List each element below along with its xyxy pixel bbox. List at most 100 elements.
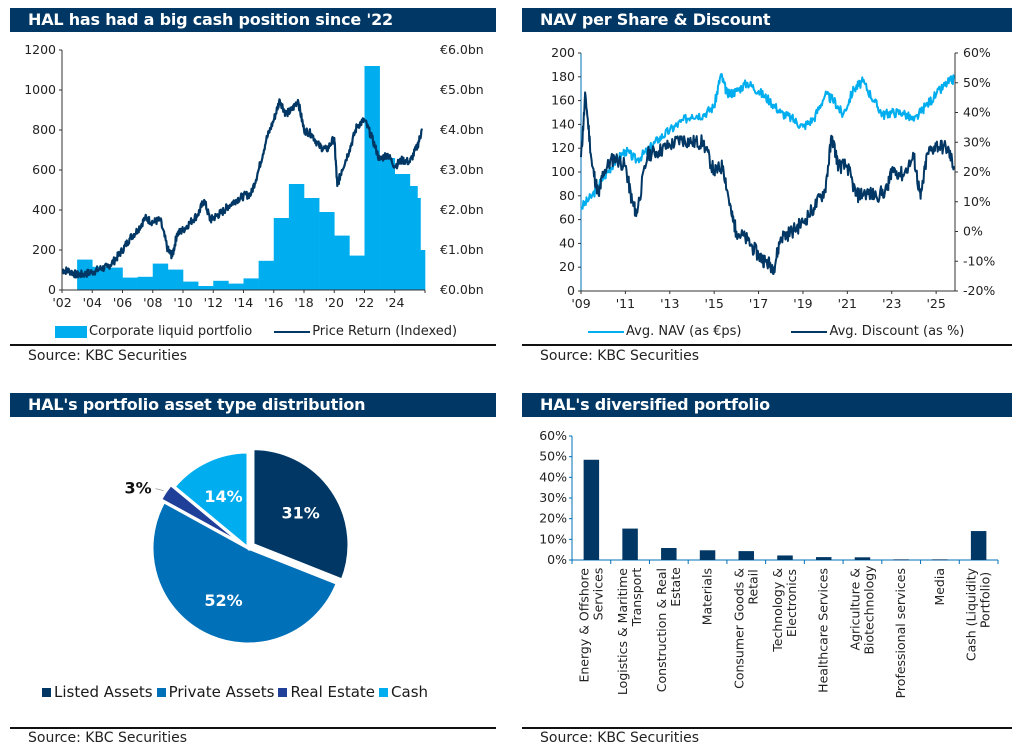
divider xyxy=(10,344,496,346)
legend-swatch-nav xyxy=(588,330,624,333)
bar-liquid-portfolio xyxy=(319,212,335,290)
x-tick-label: '25 xyxy=(926,296,945,311)
divider xyxy=(522,727,1012,729)
pie-legend-item: Real Estate xyxy=(278,683,375,701)
y-tick-label: 10% xyxy=(539,531,567,546)
legend-label-discount: Avg. Discount (as %) xyxy=(829,324,965,339)
x-category-label: Technology &Electronics xyxy=(770,568,799,653)
y-tick-label: 120 xyxy=(551,140,575,155)
y-tick-label: 200 xyxy=(32,242,56,257)
bar-liquid-portfolio xyxy=(122,277,138,290)
bar-liquid-portfolio xyxy=(183,281,199,290)
x-category-label: Agriculture &Biotechnology xyxy=(847,565,876,655)
nav-chart-title: NAV per Share & Discount xyxy=(522,8,1012,32)
source-note: Source: KBC Securities xyxy=(540,348,700,364)
cash-chart-legend: Corporate liquid portfolio Price Return … xyxy=(55,324,457,339)
x-category-label: Cash (LiquidityPortfolio) xyxy=(964,567,993,661)
bar-liquid-portfolio xyxy=(349,255,365,290)
bar-liquid-portfolio xyxy=(394,174,411,290)
y-tick-label: 1000 xyxy=(24,82,56,97)
diversified-bar-chart: 0% 10% 20% 30% 40% 50% 60% Energy & OffshoreSer… xyxy=(539,428,999,698)
x-tick-label: '21 xyxy=(838,296,857,311)
y2-tick-label: €0.0bn xyxy=(440,282,484,297)
x-tick-label: '19 xyxy=(793,296,812,311)
y2-tick-label: 10% xyxy=(963,194,991,209)
bar-sector xyxy=(932,559,948,561)
pie-legend-item: Cash xyxy=(379,683,428,701)
pie-leader-line xyxy=(155,488,164,492)
x-tick-label: '14 xyxy=(234,295,253,310)
y2-tick-label: 30% xyxy=(963,134,991,149)
bar-liquid-portfolio xyxy=(288,184,305,290)
y2-tick-label: €5.0bn xyxy=(440,82,484,97)
x-category-label: Media xyxy=(932,568,947,606)
bar-sector xyxy=(854,557,871,560)
x-category-label: Consumer Goods &Retail xyxy=(731,568,760,689)
bar-liquid-portfolio xyxy=(198,286,214,290)
x-tick-label: '15 xyxy=(705,296,724,311)
y2-tick-label: €6.0bn xyxy=(440,42,484,57)
pie-slice-cash xyxy=(171,450,250,552)
source-note: Source: KBC Securities xyxy=(28,348,188,364)
pie-slice-private-assets xyxy=(150,499,340,646)
y2-tick-label: 60% xyxy=(963,45,991,60)
x-tick-label: '10 xyxy=(173,295,192,310)
pie-chart-title: HAL's portfolio asset type distribution xyxy=(10,393,496,417)
legend-swatch-discount xyxy=(791,330,828,333)
x-category-label: Professional services xyxy=(893,568,908,698)
y-tick-label: 100 xyxy=(551,164,575,179)
x-tick-label: '12 xyxy=(204,295,223,310)
pie-legend-item: Private Assets xyxy=(156,683,274,701)
bar-liquid-portfolio xyxy=(334,235,350,290)
x-tick-label: '22 xyxy=(355,295,374,310)
x-tick-label: '06 xyxy=(113,295,132,310)
bar-liquid-portfolio xyxy=(417,198,421,290)
x-category-label: Construction & RealEstate xyxy=(654,567,683,692)
x-category-label: Energy & OffshoreServices xyxy=(576,568,605,683)
legend-label-price: Price Return (Indexed) xyxy=(312,324,458,339)
cash-position-chart: 0 200 400 600 800 1000 1200 €0.0bn €1.0bn €2.0bn €… xyxy=(24,42,484,310)
y2-tick-label: -10% xyxy=(963,253,995,268)
x-category-label: Logistics & MaritimeTransport xyxy=(615,568,644,696)
pie-data-label: 3% xyxy=(124,479,151,498)
x-tick-label: '08 xyxy=(143,295,162,310)
y-tick-label: 0% xyxy=(547,552,567,567)
y-tick-label: 40 xyxy=(559,235,575,250)
y-tick-label: 0 xyxy=(48,282,56,297)
bar-liquid-portfolio xyxy=(152,263,169,290)
bar-liquid-portfolio xyxy=(137,276,154,290)
y-tick-label: 140 xyxy=(551,116,575,131)
y-tick-label: 30% xyxy=(539,490,567,505)
bar-liquid-portfolio xyxy=(213,280,229,290)
x-category-label: Materials xyxy=(700,568,715,625)
y2-tick-label: 0% xyxy=(963,224,983,239)
bar-sector xyxy=(738,551,755,560)
bar-sector xyxy=(661,548,677,560)
bar-sector xyxy=(893,559,909,561)
legend-swatch-line xyxy=(274,330,311,333)
divider xyxy=(522,344,1012,346)
y2-tick-label: €4.0bn xyxy=(440,122,484,137)
y2-tick-label: €1.0bn xyxy=(440,242,484,257)
y-tick-label: 800 xyxy=(32,122,56,137)
bar-sector xyxy=(699,550,716,560)
x-tick-label: '17 xyxy=(749,296,768,311)
bar-sector xyxy=(583,459,600,560)
divider xyxy=(10,727,496,729)
y-tick-label: 40% xyxy=(539,469,567,484)
x-tick-label: '16 xyxy=(264,295,283,310)
y-tick-label: 1200 xyxy=(24,42,56,57)
y2-tick-label: 40% xyxy=(963,105,991,120)
x-tick-label: '04 xyxy=(83,295,102,310)
y-tick-label: 0 xyxy=(567,283,575,298)
line-price-return xyxy=(61,98,423,279)
y-tick-label: 600 xyxy=(32,162,56,177)
y2-tick-label: 50% xyxy=(963,75,991,90)
bar-liquid-portfolio xyxy=(228,283,244,290)
bar-liquid-portfolio xyxy=(243,278,259,290)
y-tick-label: 200 xyxy=(551,45,575,60)
asset-type-pie: 31% 52% 3% 14% xyxy=(124,447,351,646)
legend-label-liquid: Corporate liquid portfolio xyxy=(89,324,253,339)
bar-liquid-portfolio xyxy=(304,198,320,290)
y2-tick-label: 20% xyxy=(963,164,991,179)
